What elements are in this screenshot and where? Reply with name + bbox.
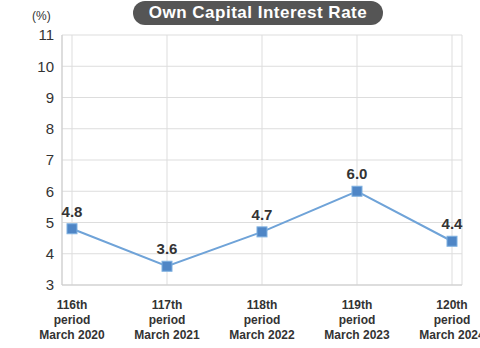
svg-text:4: 4	[46, 245, 54, 262]
svg-text:119thperiodMarch 2023: 119thperiodMarch 2023	[324, 298, 390, 342]
svg-text:116thperiodMarch 2020: 116thperiodMarch 2020	[39, 298, 105, 342]
svg-text:5: 5	[46, 214, 54, 231]
svg-text:3.6: 3.6	[157, 240, 178, 257]
svg-text:3: 3	[46, 276, 54, 293]
svg-text:7: 7	[46, 151, 54, 168]
svg-text:117thperiodMarch 2021: 117thperiodMarch 2021	[134, 298, 200, 342]
svg-text:10: 10	[37, 58, 54, 75]
svg-text:118thperiodMarch 2022: 118thperiodMarch 2022	[229, 298, 295, 342]
svg-text:4.8: 4.8	[62, 203, 83, 220]
svg-text:9: 9	[46, 89, 54, 106]
svg-text:120thperiodMarch 2024: 120thperiodMarch 2024	[419, 298, 472, 342]
svg-text:4.4: 4.4	[442, 215, 464, 232]
html-text:Own Capital Interest Rate: Own Capital Interest Rate	[148, 3, 368, 22]
svg-text:4.7: 4.7	[252, 206, 273, 223]
svg-text:6.0: 6.0	[347, 165, 368, 182]
svg-text:6: 6	[46, 183, 54, 200]
svg-text:8: 8	[46, 120, 54, 137]
svg-text:11: 11	[38, 26, 54, 43]
